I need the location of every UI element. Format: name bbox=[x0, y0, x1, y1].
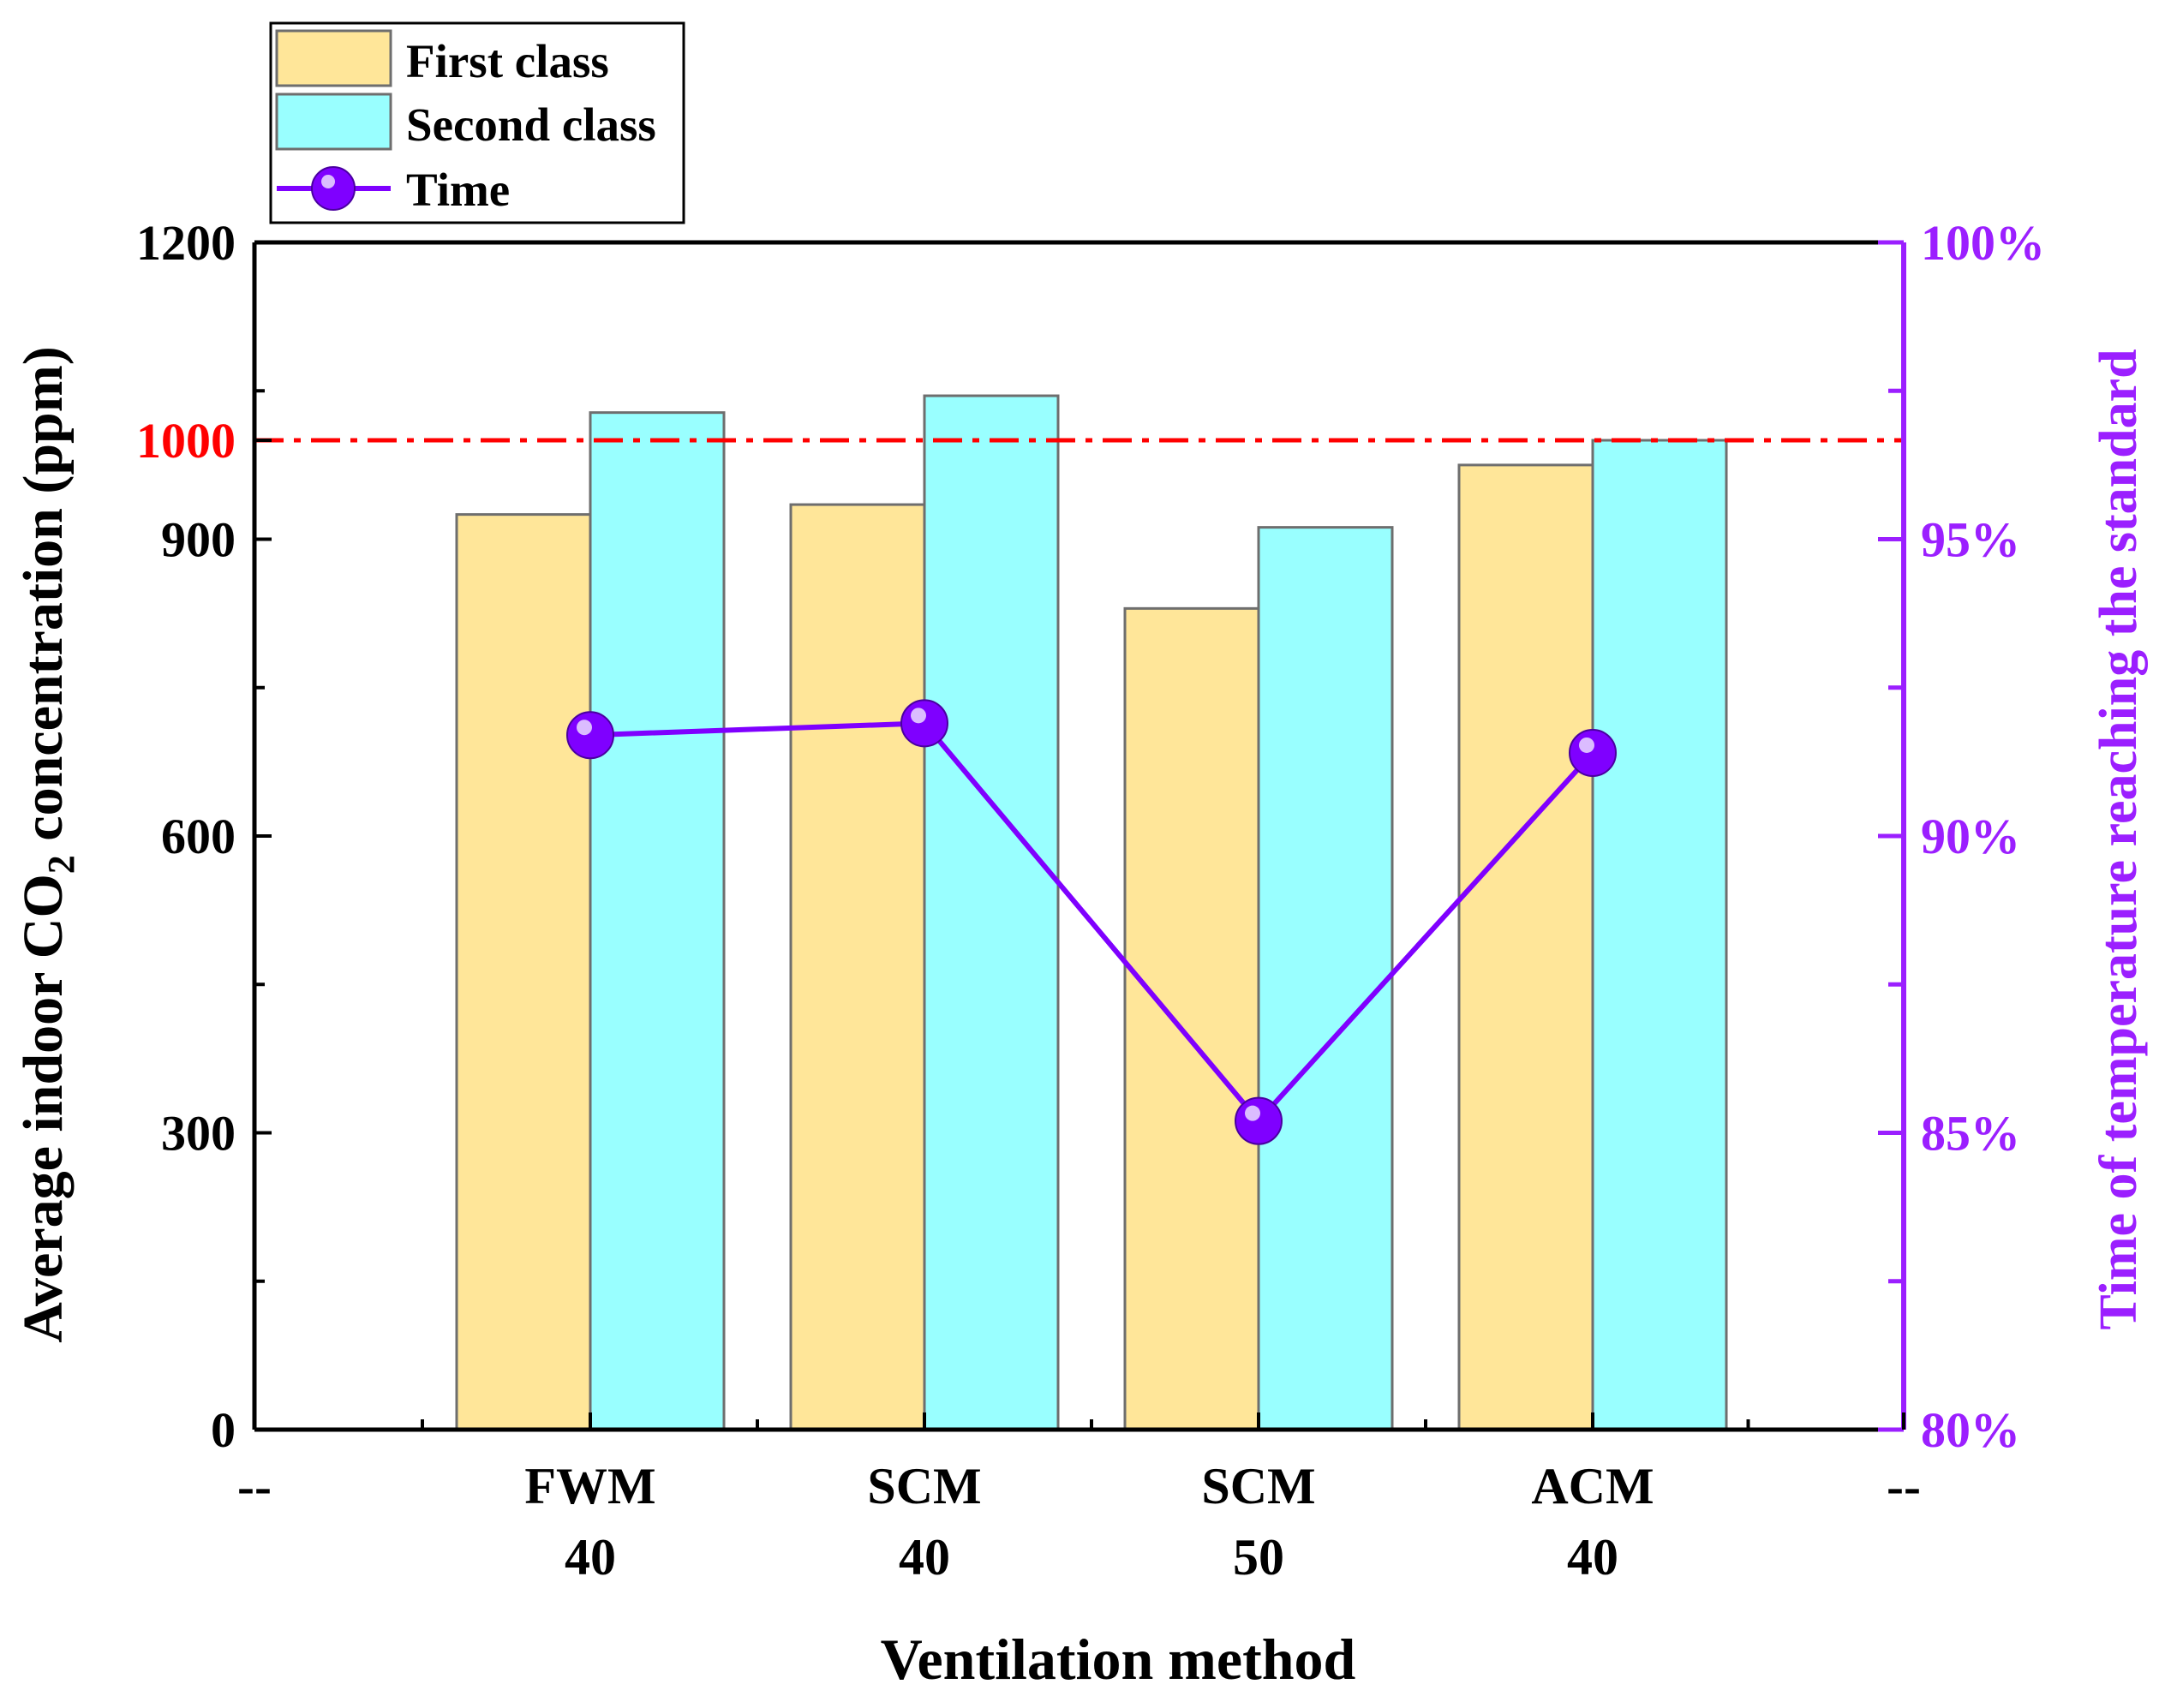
bar-second-class-1 bbox=[589, 411, 726, 1431]
legend-swatch-first-class bbox=[275, 29, 392, 87]
y-tick-label-2: 300 bbox=[161, 1106, 236, 1162]
bar-second-class-3 bbox=[1257, 526, 1394, 1431]
x-tick-label-6-line-1: -- bbox=[1887, 1458, 1921, 1514]
y2-tick-label-2: 85% bbox=[1921, 1106, 2020, 1162]
ticks-layer: 0 300 600 900 1000 1200 80% 85% 90% 95% 100% -- FWM 4… bbox=[136, 215, 2045, 1586]
y-axis-title-part-2: concentration (ppm) bbox=[12, 346, 75, 855]
legend: First class Second class Time bbox=[269, 21, 685, 224]
x-tick-label-4-line-1: SCM bbox=[1201, 1458, 1315, 1514]
y-axis-title-subscript: 2 bbox=[40, 855, 82, 874]
bars-layer bbox=[455, 394, 1728, 1431]
legend-marker-time bbox=[311, 166, 356, 211]
bar-first-class-3 bbox=[1123, 606, 1260, 1431]
legend-label-first-class: First class bbox=[406, 35, 609, 87]
y-axis-title: Average indoor CO2 concentration (ppm) bbox=[12, 346, 82, 1342]
y-tick-label-4: 900 bbox=[161, 512, 236, 568]
time-line-layer bbox=[566, 699, 1617, 1145]
legend-swatch-second-class bbox=[275, 93, 392, 151]
x-tick-label-2-line-2: 40 bbox=[565, 1529, 616, 1586]
x-tick-label-5-line-2: 40 bbox=[1567, 1529, 1618, 1586]
time-point-2 bbox=[900, 699, 948, 748]
time-point-highlight-4 bbox=[1579, 737, 1594, 753]
time-point-highlight-2 bbox=[911, 708, 926, 724]
y-tick-label-3: 600 bbox=[161, 809, 236, 864]
y-tick-label-5: 1000 bbox=[136, 413, 236, 469]
legend-label-second-class: Second class bbox=[406, 99, 656, 151]
x-tick-label-1-line-1: -- bbox=[237, 1458, 272, 1514]
time-point-highlight-3 bbox=[1245, 1105, 1260, 1121]
x-tick-label-3-line-2: 40 bbox=[899, 1529, 950, 1586]
x-tick-label-2-line-1: FWM bbox=[524, 1458, 655, 1514]
bar-second-class-2 bbox=[923, 394, 1060, 1431]
y-tick-label-1: 0 bbox=[211, 1402, 236, 1458]
time-point-highlight-1 bbox=[577, 720, 592, 736]
x-tick-label-5-line-1: ACM bbox=[1531, 1458, 1654, 1514]
x-axis-title: Ventilation method bbox=[881, 1627, 1356, 1692]
y2-tick-label-4: 95% bbox=[1921, 512, 2020, 568]
x-tick-label-3-line-1: SCM bbox=[867, 1458, 981, 1514]
time-point-1 bbox=[566, 711, 614, 760]
y2-axis-title: Time of temperature reaching the standar… bbox=[2090, 349, 2148, 1329]
bar-second-class-4 bbox=[1591, 439, 1728, 1431]
y2-tick-label-1: 80% bbox=[1921, 1402, 2020, 1458]
x-tick-label-4-line-2: 50 bbox=[1233, 1529, 1284, 1586]
legend-marker-time-highlight bbox=[321, 175, 335, 188]
y2-tick-label-3: 90% bbox=[1921, 809, 2020, 864]
time-point-3 bbox=[1235, 1096, 1283, 1145]
time-series-line bbox=[589, 720, 1595, 1126]
bar-first-class-2 bbox=[789, 503, 926, 1431]
y-tick-label-6: 1200 bbox=[136, 215, 236, 271]
y-axis-title-part-1: Average indoor CO bbox=[12, 874, 75, 1343]
legend-label-time: Time bbox=[406, 164, 510, 216]
bar-first-class-4 bbox=[1457, 463, 1594, 1431]
time-point-4 bbox=[1569, 728, 1617, 777]
y2-tick-label-5: 100% bbox=[1921, 215, 2045, 271]
bar-first-class-1 bbox=[455, 513, 592, 1431]
